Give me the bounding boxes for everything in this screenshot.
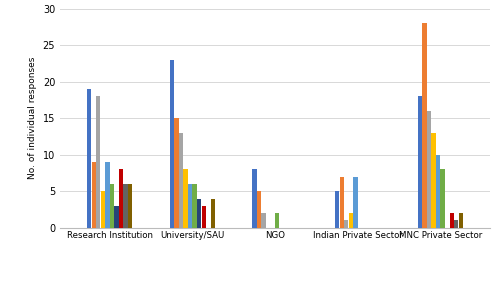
Bar [262, 213, 266, 228]
Bar [257, 191, 261, 228]
Bar [202, 206, 206, 228]
Bar [110, 184, 114, 228]
Bar [87, 89, 92, 228]
Bar [119, 169, 123, 228]
Bar [192, 184, 196, 228]
Bar [440, 169, 445, 228]
Bar [340, 177, 344, 228]
Bar [335, 191, 340, 228]
Bar [124, 184, 128, 228]
Bar [348, 213, 353, 228]
Bar [252, 169, 256, 228]
Bar [96, 96, 100, 228]
Bar [418, 96, 422, 228]
Bar [458, 213, 463, 228]
Bar [100, 191, 105, 228]
Bar [354, 177, 358, 228]
Bar [422, 23, 426, 228]
Bar [436, 155, 440, 228]
Bar [174, 118, 178, 228]
Bar [114, 206, 118, 228]
Bar [179, 133, 183, 228]
Bar [170, 60, 174, 228]
Bar [432, 133, 436, 228]
Bar [92, 162, 96, 228]
Bar [128, 184, 132, 228]
Bar [197, 199, 202, 228]
Bar [427, 111, 431, 228]
Bar [344, 220, 348, 228]
Bar [188, 184, 192, 228]
Bar [454, 220, 458, 228]
Bar [210, 199, 215, 228]
Bar [184, 169, 188, 228]
Bar [105, 162, 110, 228]
Bar [275, 213, 280, 228]
Y-axis label: No. of individual responses: No. of individual responses [28, 57, 37, 180]
Bar [450, 213, 454, 228]
